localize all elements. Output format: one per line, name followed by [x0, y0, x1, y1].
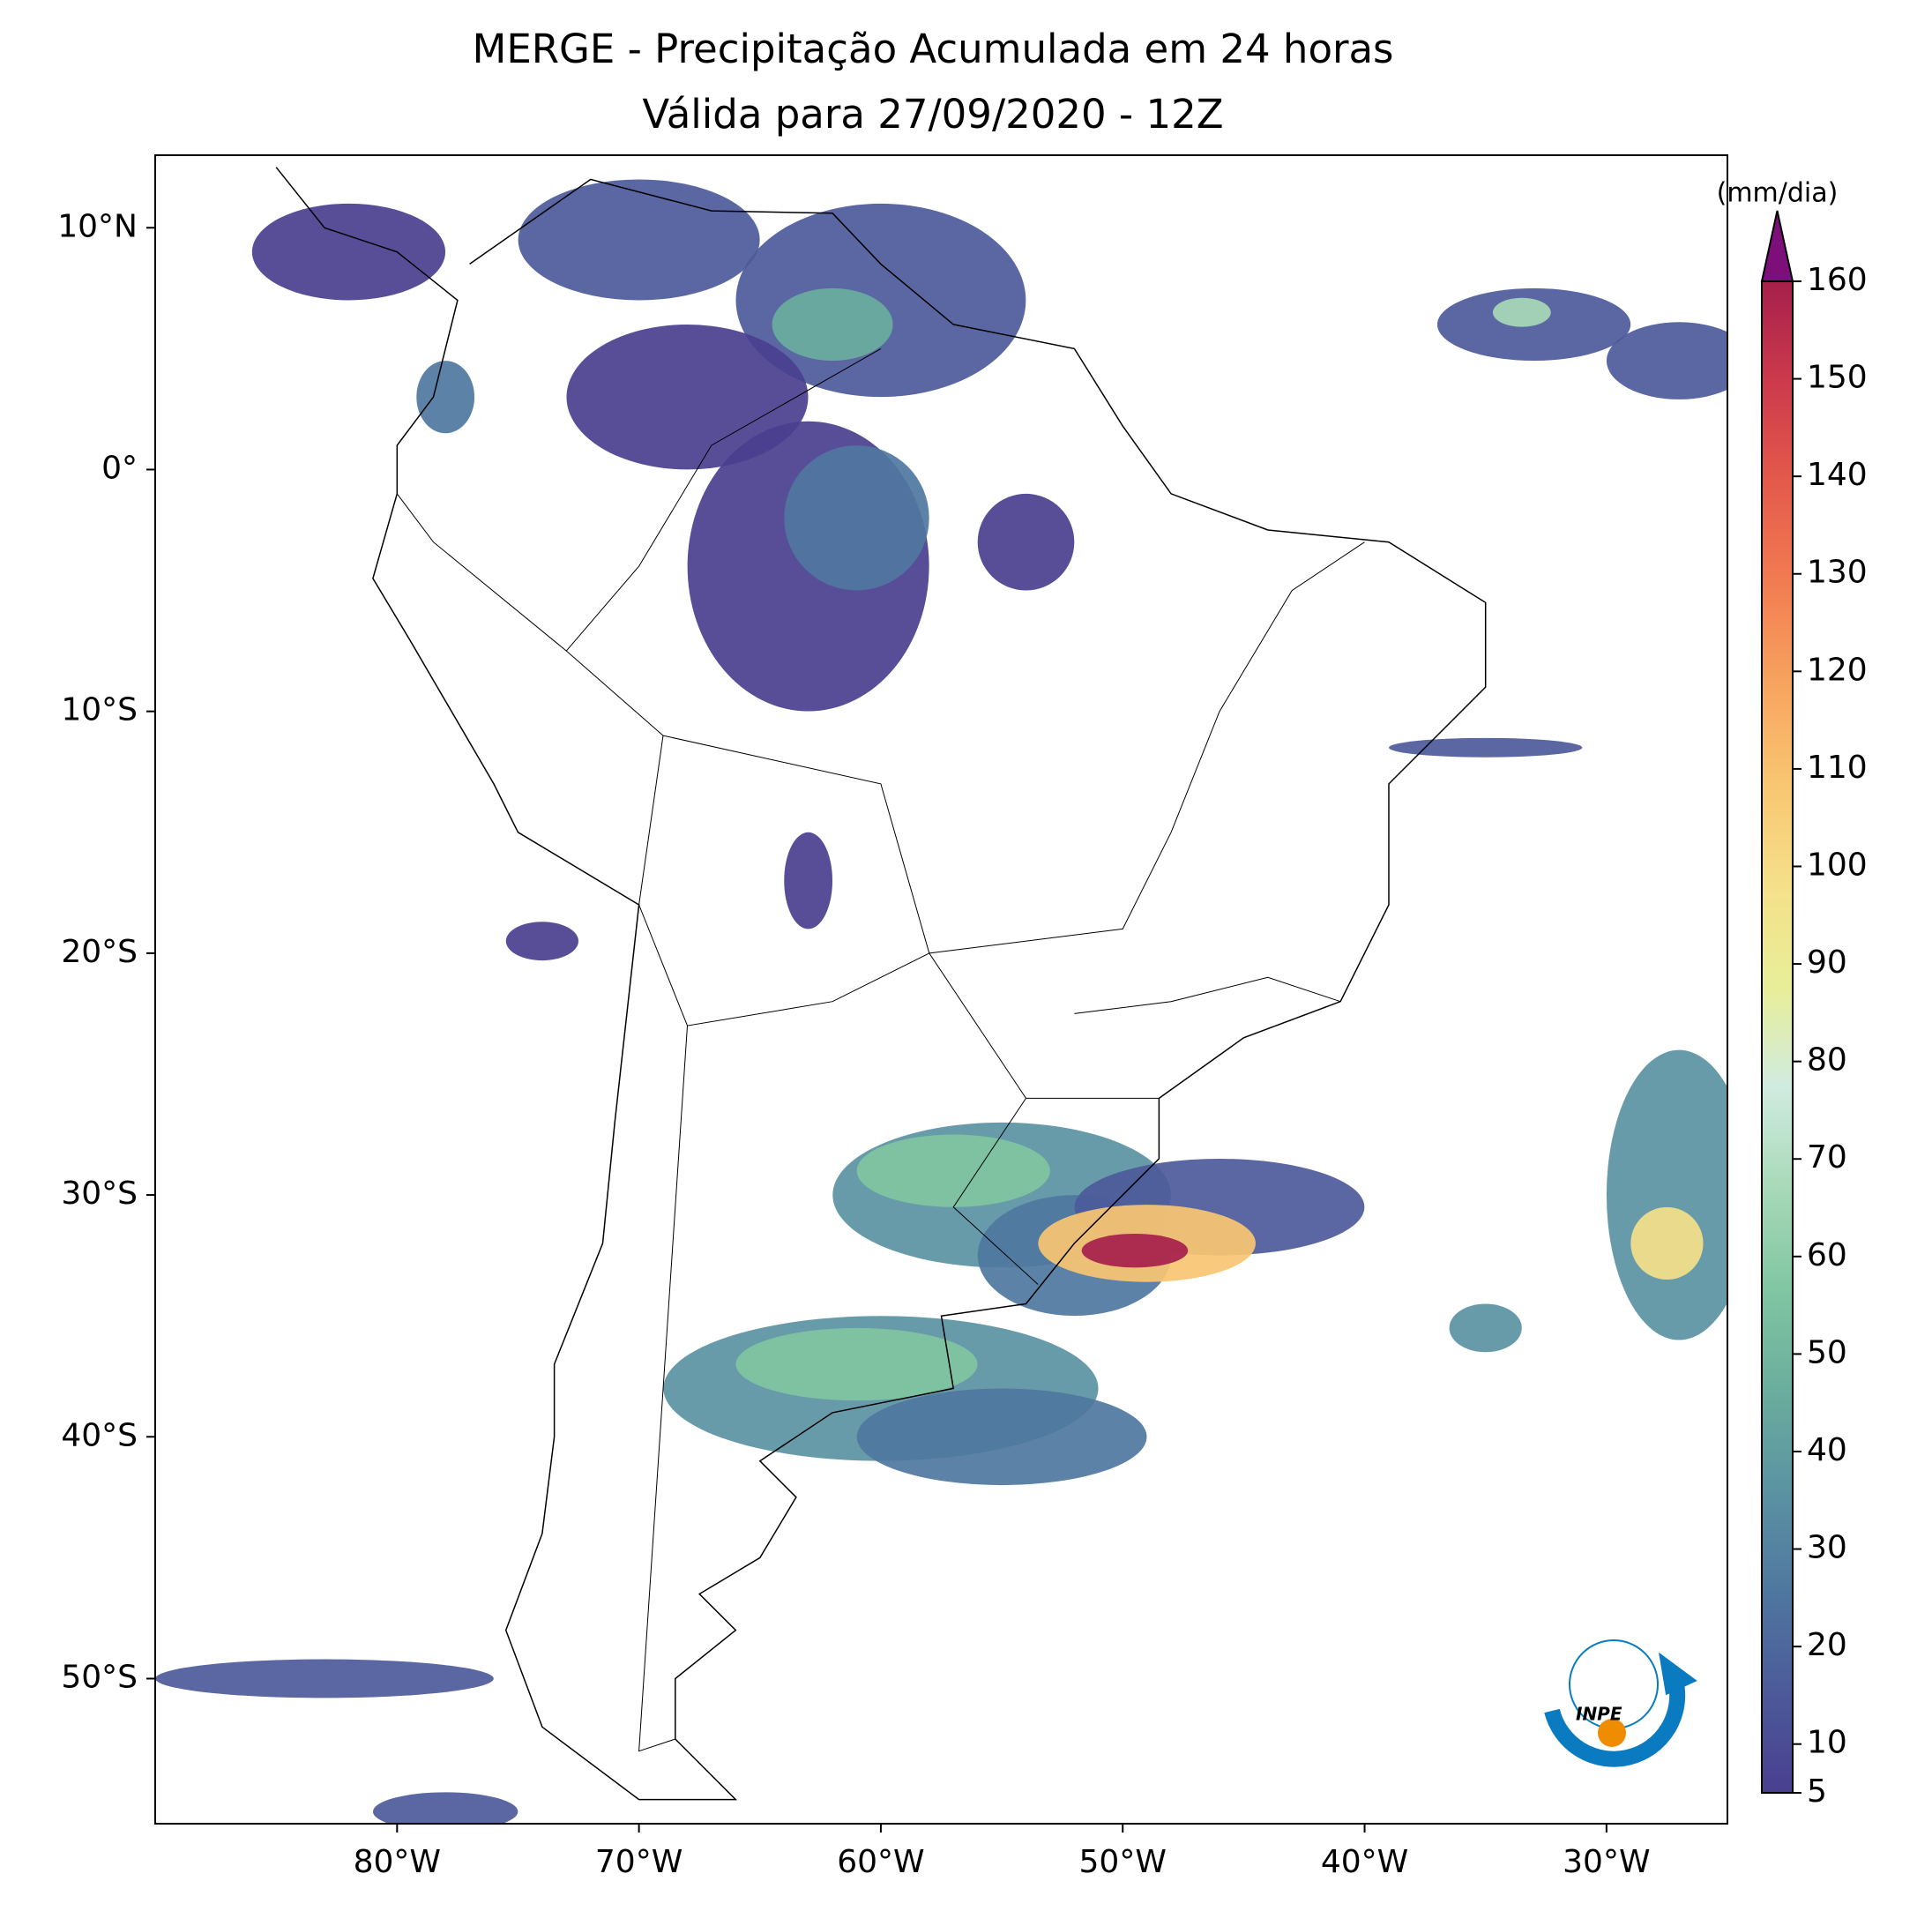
precip-area	[1389, 737, 1583, 758]
colorbar-extend	[1760, 210, 1794, 282]
colorbar-tick-label: 70	[1807, 1139, 1847, 1176]
precip-area	[416, 361, 475, 434]
y-tick-label: 30°S	[61, 1176, 138, 1212]
colorbar-tick-label: 30	[1807, 1530, 1847, 1566]
precip-area	[856, 1388, 1147, 1486]
y-tick-label: 10°N	[57, 208, 138, 244]
precip-area	[1449, 1303, 1522, 1353]
precip-area	[735, 1327, 978, 1401]
border	[662, 735, 1039, 1285]
y-tick-label: 20°S	[61, 934, 138, 970]
precip-area	[518, 179, 760, 301]
x-tick-label: 30°W	[1563, 1844, 1650, 1880]
colorbar: (mm/dia) 5 10 20 30 40 50 60 70 80 90 100 110 120 130 1…	[1717, 178, 1868, 1810]
logo: INPE	[1544, 1639, 1697, 1767]
y-tick-label: 50°S	[61, 1659, 138, 1695]
precip-area	[1606, 322, 1727, 399]
colorbar-tick-label: 10	[1807, 1725, 1847, 1761]
coastline	[275, 167, 1487, 1801]
colorbar-tick-label: 5	[1807, 1773, 1827, 1810]
subtitle: Válida para 27/09/2020 - 12Z	[642, 91, 1223, 138]
precip-area	[251, 203, 446, 301]
precip-area	[1081, 1233, 1189, 1268]
x-tick-label: 50°W	[1079, 1844, 1167, 1880]
border	[929, 541, 1365, 954]
x-tick-label: 40°W	[1321, 1844, 1408, 1880]
y-tick-label: 0°	[101, 450, 138, 486]
colorbar-tick-label: 160	[1807, 262, 1868, 298]
colorbar-tick-label: 100	[1807, 847, 1868, 883]
precip-area	[1606, 1049, 1727, 1340]
colorbar-tick-label: 140	[1807, 457, 1868, 493]
colorbar-tick-label: 150	[1807, 360, 1868, 396]
precip-area	[784, 445, 929, 591]
colorbar-tick-label: 60	[1807, 1237, 1847, 1273]
title: MERGE - Precipitação Acumulada em 24 hor…	[473, 26, 1394, 72]
border	[565, 347, 882, 736]
colorbar-fill	[1762, 281, 1793, 1793]
colorbar-tick-label: 80	[1807, 1042, 1847, 1079]
precip-area	[372, 1792, 518, 1824]
colorbar-tick-label: 130	[1807, 555, 1868, 591]
precip-area	[977, 493, 1075, 591]
precip-area	[505, 922, 578, 961]
precip-area	[566, 325, 809, 470]
map-frame	[154, 154, 1728, 1825]
colorbar-tick-label: 50	[1807, 1334, 1847, 1370]
border	[1074, 976, 1341, 1014]
logo-text: INPE	[1576, 1704, 1622, 1725]
precip-area	[784, 832, 833, 929]
border	[396, 493, 567, 652]
border	[638, 1026, 688, 1752]
y-tick-label: 10°S	[61, 692, 138, 728]
border	[638, 735, 930, 1026]
precip-area	[856, 1134, 1050, 1207]
precip-area	[155, 1659, 494, 1698]
x-tick-label: 70°W	[595, 1844, 683, 1880]
precip-area	[1630, 1206, 1704, 1280]
colorbar-tick-label: 90	[1807, 944, 1847, 981]
colorbar-tick-label: 40	[1807, 1432, 1847, 1468]
colorbar-frame	[1761, 280, 1794, 1794]
x-tick-label: 60°W	[837, 1844, 924, 1880]
colorbar-label: (mm/dia)	[1717, 178, 1839, 209]
y-tick-label: 40°S	[61, 1417, 138, 1453]
colorbar-tick-label: 20	[1807, 1627, 1847, 1663]
colorbar-tick-label: 110	[1807, 750, 1868, 786]
colorbar-tick-label: 120	[1807, 652, 1868, 688]
map-area	[155, 167, 1727, 1824]
precip-area	[772, 287, 893, 362]
x-tick-label: 80°W	[354, 1844, 441, 1880]
precip-area	[1492, 297, 1551, 327]
